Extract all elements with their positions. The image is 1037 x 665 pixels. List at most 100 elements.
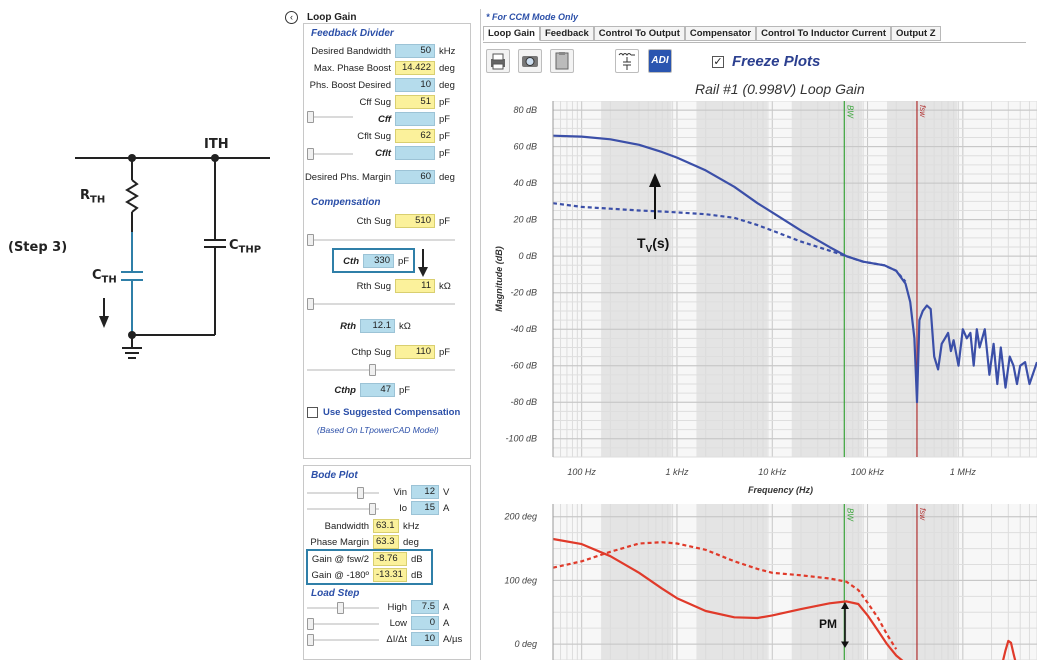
clipboard-icon[interactable] (550, 49, 574, 73)
y-axis-label: Magnitude (dB) (494, 246, 504, 312)
tab-control-to-output[interactable]: Control To Output (593, 26, 685, 41)
ith-node-label: ITH (204, 137, 229, 152)
marker-label-fsw: fsw (918, 508, 927, 521)
inductor-cap-icon[interactable] (615, 49, 639, 73)
shade-band-3 (887, 101, 958, 457)
ytick-label-2: 40 dB (513, 178, 537, 188)
plot-area: * For CCM Mode Only Loop Gain Feedback Con… (480, 9, 1037, 660)
fb-value-1: 14.422 (395, 61, 435, 75)
cthp-slider[interactable] (307, 364, 455, 376)
use-suggested-checkbox[interactable] (307, 406, 318, 418)
plot-divider (480, 9, 481, 660)
low-slider[interactable] (307, 618, 379, 630)
xtick-label-1: 1 kHz (665, 467, 689, 477)
phase-margin-row: Phase Margin 63.3 deg (310, 535, 419, 549)
cthp-input[interactable]: 47 (360, 383, 395, 397)
schematic-drawing (75, 154, 270, 359)
ytick-label-4: 0 dB (518, 251, 537, 261)
fb-value-4[interactable] (395, 112, 435, 126)
xtick-label-4: 1 MHz (950, 467, 977, 477)
series-line-1 (552, 541, 898, 650)
tab-output-z[interactable]: Output Z (891, 26, 941, 41)
tv-arrow-head (649, 173, 661, 187)
cth-input[interactable]: 330 (363, 254, 394, 268)
step-label: (Step 3) (8, 240, 68, 255)
fb-value-0[interactable]: 50 (395, 44, 435, 58)
fb-row-4: Cff pF (377, 112, 451, 126)
gain-180-row: Gain @ -180º -13.31 dB (311, 568, 423, 582)
schematic: (Step 3) ITH RTH CTH CTHP (0, 0, 282, 660)
freeze-plots-checkbox[interactable]: ✓ (712, 56, 724, 68)
high-slider[interactable] (307, 602, 379, 614)
cth-slider[interactable] (307, 234, 455, 246)
fb-value-7[interactable]: 60 (395, 170, 435, 184)
io-slider[interactable] (307, 503, 379, 515)
gain-fsw2-value: -8.76 (373, 552, 407, 566)
fb-row-7: Desired Phs. Margin 60 deg (304, 170, 455, 184)
adi-logo-icon[interactable]: ADI (648, 49, 672, 73)
cth-row: Cth 330 pF (343, 254, 410, 268)
xtick-label-2: 10 kHz (758, 467, 787, 477)
camera-icon[interactable] (518, 49, 542, 73)
ytick-label-5: -20 dB (510, 288, 537, 298)
shade-band-2 (791, 504, 863, 660)
ytick-label-1: 60 dB (513, 142, 537, 152)
fb-slider-4[interactable] (307, 111, 353, 123)
freeze-plots-label: Freeze Plots (732, 53, 821, 70)
ytick-label-2: 0 deg (514, 639, 537, 649)
shade-band-3 (887, 504, 958, 660)
fb-slider-6[interactable] (307, 148, 353, 160)
cthp-row: Cthp 47 pF (334, 383, 411, 397)
print-icon[interactable] (486, 49, 510, 73)
tab-compensator[interactable]: Compensator (684, 26, 757, 41)
collapse-chevron-icon[interactable]: ‹ (285, 11, 298, 24)
didt-slider[interactable] (307, 634, 379, 646)
vin-row: Vin 12 V (393, 485, 450, 499)
shade-band-0 (601, 101, 672, 457)
cthp-sug-value: 110 (395, 345, 435, 359)
pm-arrow-up (841, 602, 850, 610)
load-step-title: Load Step (311, 588, 360, 599)
high-input[interactable]: 7.5 (411, 600, 439, 614)
gain-180-value: -13.31 (373, 568, 407, 582)
tab-loop-gain[interactable]: Loop Gain (483, 26, 540, 41)
fb-value-3: 51 (395, 95, 435, 109)
gain-fsw2-row: Gain @ fsw/2 -8.76 dB (311, 552, 423, 566)
panel-header: Loop Gain (307, 12, 357, 23)
rth-slider[interactable] (307, 298, 455, 310)
fb-row-1: Max. Phase Boost 14.422 deg (313, 61, 455, 75)
rth-sug-row: Rth Sug 11 kΩ (356, 279, 451, 293)
cth-label: CTH (92, 268, 117, 286)
ytick-label-6: -40 dB (510, 324, 537, 334)
rth-input[interactable]: 12.1 (360, 319, 395, 333)
series-line-2 (1002, 639, 1017, 660)
ytick-label-8: -80 dB (510, 397, 537, 407)
pm-arrow-down (841, 641, 850, 648)
fb-value-2[interactable]: 10 (395, 78, 435, 92)
vin-slider[interactable] (307, 487, 379, 499)
shade-band-2 (791, 101, 863, 457)
cth-down-arrow-icon (418, 249, 428, 277)
fb-row-0: Desired Bandwidth 50 kHz (311, 44, 456, 58)
low-input[interactable]: 0 (411, 616, 439, 630)
xtick-label-0: 100 Hz (567, 467, 596, 477)
fb-row-2: Phs. Boost Desired 10 deg (309, 78, 455, 92)
vin-input[interactable]: 12 (411, 485, 439, 499)
ccm-note: * For CCM Mode Only (486, 12, 578, 22)
ytick-label-3: 20 dB (512, 215, 537, 225)
tab-feedback[interactable]: Feedback (539, 26, 594, 41)
gain-highlight-box (306, 549, 433, 585)
didt-input[interactable]: 10 (411, 632, 439, 646)
rth-sug-value: 11 (395, 279, 435, 293)
bode-plot-title: Bode Plot (311, 470, 358, 481)
series-line-0 (552, 537, 904, 660)
cth-sug-value: 510 (395, 214, 435, 228)
fb-row-6: Cflt pF (375, 146, 451, 160)
io-input[interactable]: 15 (411, 501, 439, 515)
control-panel: ‹ Loop Gain Feedback Divider Desired Ban… (283, 9, 473, 660)
fb-value-6[interactable] (395, 146, 435, 160)
tab-control-to-inductor-current[interactable]: Control To Inductor Current (756, 26, 892, 41)
use-suggested-row: Use Suggested Compensation (307, 405, 460, 419)
feedback-divider-title: Feedback Divider (311, 28, 394, 39)
cthp-sug-row: Cthp Sug 110 pF (351, 345, 451, 359)
